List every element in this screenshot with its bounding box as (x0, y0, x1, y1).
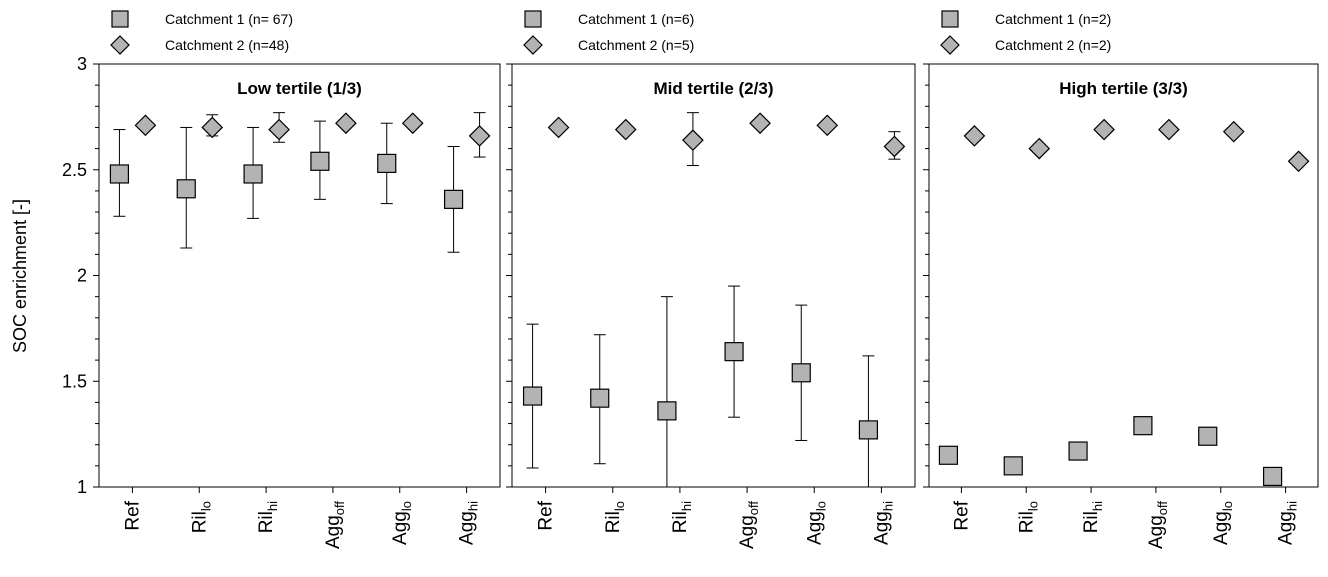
x-tick-label: Rilhi (1081, 501, 1105, 533)
panel-title: Mid tertile (2/3) (654, 79, 774, 98)
data-point-diamond (749, 112, 771, 135)
x-tick-label: Ref (951, 500, 972, 530)
data-point-square (590, 388, 610, 408)
series-catchment-2 (134, 112, 491, 158)
data-point-square (109, 164, 130, 184)
legend-label: Catchment 2 (n=48) (165, 37, 289, 53)
panel-frame (928, 63, 1319, 488)
legend: Catchment 1 (n=2) Catchment 2 (n=2) (940, 10, 1111, 55)
data-point-square (657, 401, 677, 421)
x-tick-label: Aggoff (1146, 501, 1170, 549)
x-tick-label: Agghi (457, 501, 481, 545)
panel-frame (98, 63, 501, 488)
data-point-square (1262, 466, 1283, 487)
y-tick-label: 2.5 (62, 160, 87, 180)
legend-marker-diamond (940, 35, 960, 55)
data-point-diamond (134, 114, 157, 137)
y-axis-label: SOC enrichment [-] (10, 199, 30, 353)
y-tick-label: 1 (77, 477, 87, 497)
data-point-diamond (401, 112, 424, 135)
legend-marker-diamond (110, 35, 130, 55)
data-point-diamond (1093, 118, 1115, 141)
panel-title: High tertile (3/3) (1059, 79, 1187, 98)
legend-label: Catchment 2 (n=5) (578, 37, 694, 53)
legend-marker-diamond (523, 35, 543, 55)
legend-label: Catchment 1 (n=6) (578, 11, 694, 27)
panel-title: Low tertile (1/3) (237, 79, 362, 98)
legend-label: Catchment 2 (n=2) (995, 37, 1111, 53)
y-tick-label: 2 (77, 266, 87, 286)
legend-label: Catchment 1 (n= 67) (165, 11, 293, 27)
x-tick-label: Ref (122, 500, 143, 530)
x-tick-label: Agghi (871, 501, 895, 545)
data-point-square (724, 342, 744, 362)
legend-marker-square (111, 10, 129, 28)
data-point-diamond (468, 125, 491, 147)
data-point-diamond (816, 114, 839, 137)
y-tick-label: 1.5 (62, 371, 87, 391)
legend: Catchment 1 (n=6) Catchment 2 (n=5) (523, 10, 694, 55)
legend-label: Catchment 1 (n=2) (995, 11, 1111, 27)
legend-marker-square (524, 10, 542, 28)
data-point-square (377, 153, 397, 174)
x-tick-label: Agglo (390, 501, 414, 545)
data-point-diamond (1287, 150, 1310, 173)
data-point-square (791, 363, 811, 383)
data-point-square (176, 179, 196, 199)
series-catchment-1 (109, 120, 464, 253)
data-point-diamond (1158, 118, 1180, 141)
data-point-square (1198, 426, 1218, 446)
data-point-diamond (201, 116, 224, 139)
panels: Low tertile (1/3) 1 1.5 2 2.5 3 Ref Rillo Rilhi A… (62, 10, 1319, 549)
y-tick-label: 3 (77, 54, 87, 74)
x-tick-label: Rilhi (670, 501, 694, 533)
data-point-diamond (335, 112, 357, 135)
panel-2: Mid tertile (2/3) Ref Rillo Rilhi Aggoff Aggl… (506, 10, 916, 549)
data-point-square (522, 386, 543, 406)
data-point-diamond (268, 118, 290, 141)
data-point-diamond (1028, 137, 1051, 160)
data-point-square (1068, 441, 1088, 461)
data-point-diamond (682, 129, 704, 151)
series-catchment-2 (963, 118, 1310, 173)
data-point-diamond (614, 118, 637, 141)
data-point-square (1133, 416, 1153, 436)
data-point-diamond (883, 135, 906, 158)
x-tick-label: Rilhi (256, 501, 280, 533)
legend: Catchment 1 (n= 67) Catchment 2 (n=48) (110, 10, 293, 55)
data-point-diamond (963, 125, 986, 147)
x-tick-label: Agghi (1276, 501, 1300, 545)
x-tick-label: Rillo (1016, 501, 1040, 533)
x-tick-label: Agglo (804, 501, 828, 545)
data-point-square (858, 420, 879, 440)
data-point-square (1003, 456, 1023, 476)
data-point-diamond (1222, 120, 1245, 143)
series-catchment-1 (938, 416, 1283, 487)
data-point-square (443, 189, 464, 209)
panel-3: High tertile (3/3) Ref Rillo Rilhi Aggoff Agg… (923, 10, 1319, 549)
legend-marker-square (941, 10, 959, 28)
data-point-square (938, 445, 959, 465)
x-tick-label: Rillo (603, 501, 627, 533)
series-catchment-1 (522, 285, 879, 487)
x-tick-label: Agglo (1211, 501, 1235, 545)
data-point-diamond (547, 116, 570, 139)
data-point-square (243, 164, 263, 184)
data-point-square (310, 151, 330, 171)
x-tick-label: Rillo (189, 501, 213, 533)
x-tick-label: Aggoff (737, 501, 761, 549)
panel-frame (511, 63, 916, 488)
x-tick-label: Ref (536, 500, 557, 530)
x-tick-label: Aggoff (323, 501, 347, 549)
panel-1: Low tertile (1/3) 1 1.5 2 2.5 3 Ref Rillo Rilhi A… (62, 10, 501, 549)
series-catchment-2 (547, 112, 906, 167)
